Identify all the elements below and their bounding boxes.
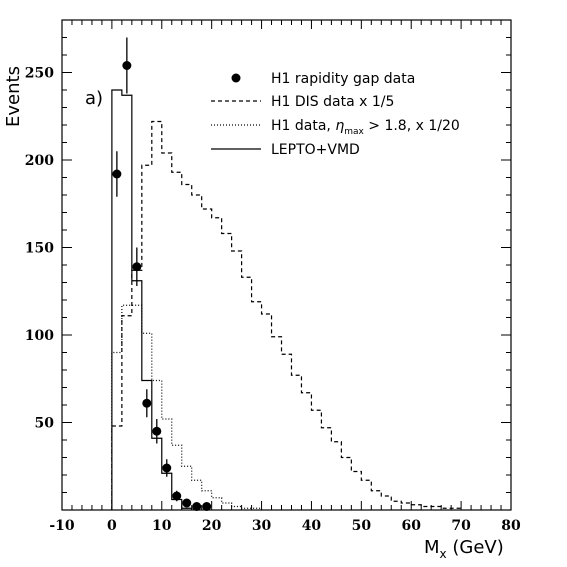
legend-label-dis: H1 DIS data x 1/5 [271,94,394,110]
x-tick-label: 70 [451,518,471,534]
axis-ticks: -10 0 10 20 30 40 50 60 70 80 50 100 150 200 250 [25,20,521,534]
legend-label-eta-sub: max [344,127,364,137]
x-tick-label: 60 [401,518,421,534]
x-tick-label: 30 [252,518,272,534]
legend-label-lepto: LEPTO+VMD [271,142,360,158]
x-axis-title-sub: x [440,547,447,561]
data-point-6 [172,491,182,501]
x-axis-title: Mx (GeV) [424,537,504,561]
x-tick-label: 40 [302,518,322,534]
data-point-3 [142,398,152,408]
data-point-1 [122,61,132,70]
legend: H1 rapidity gap data H1 DIS data x 1/5 H… [211,71,460,158]
data-point-9 [202,502,212,511]
data-point-4 [152,426,162,436]
legend-label-eta-pre: H1 data, [271,118,335,134]
panel-label: a) [85,88,103,109]
x-tick-label: 80 [501,518,521,534]
series-layer [111,37,462,511]
x-tick-label: -10 [49,518,75,534]
x-tick-label: 50 [352,518,372,534]
data-point-8 [192,502,202,511]
series-dis-histogram [111,120,462,510]
y-tick-label: 100 [25,328,54,344]
data-point-0 [112,169,122,179]
data-point-2 [132,262,142,272]
x-tick-label: 20 [202,518,222,534]
y-tick-label: 50 [35,416,55,432]
data-point-5 [162,463,172,473]
x-tick-label: 0 [107,518,117,534]
legend-label-eta: H1 data, ηmax > 1.8, x 1/20 [271,118,460,137]
y-tick-label: 200 [25,153,54,169]
x-axis-title-unit: (GeV) [447,537,504,558]
x-tick-label: 10 [152,518,172,534]
legend-label-eta-post: > 1.8, x 1/20 [364,118,460,134]
y-tick-label: 250 [25,66,54,82]
series-lepto-histogram [111,89,193,510]
legend-marker-data [231,73,241,83]
y-tick-label: 150 [25,241,54,257]
legend-label-data: H1 rapidity gap data [271,71,415,87]
data-point-7 [182,498,192,508]
series-eta-histogram [111,304,263,510]
y-axis-title: Events [3,66,24,127]
x-axis-title-main: M [424,537,440,558]
legend-label-eta-symbol: η [335,118,344,134]
